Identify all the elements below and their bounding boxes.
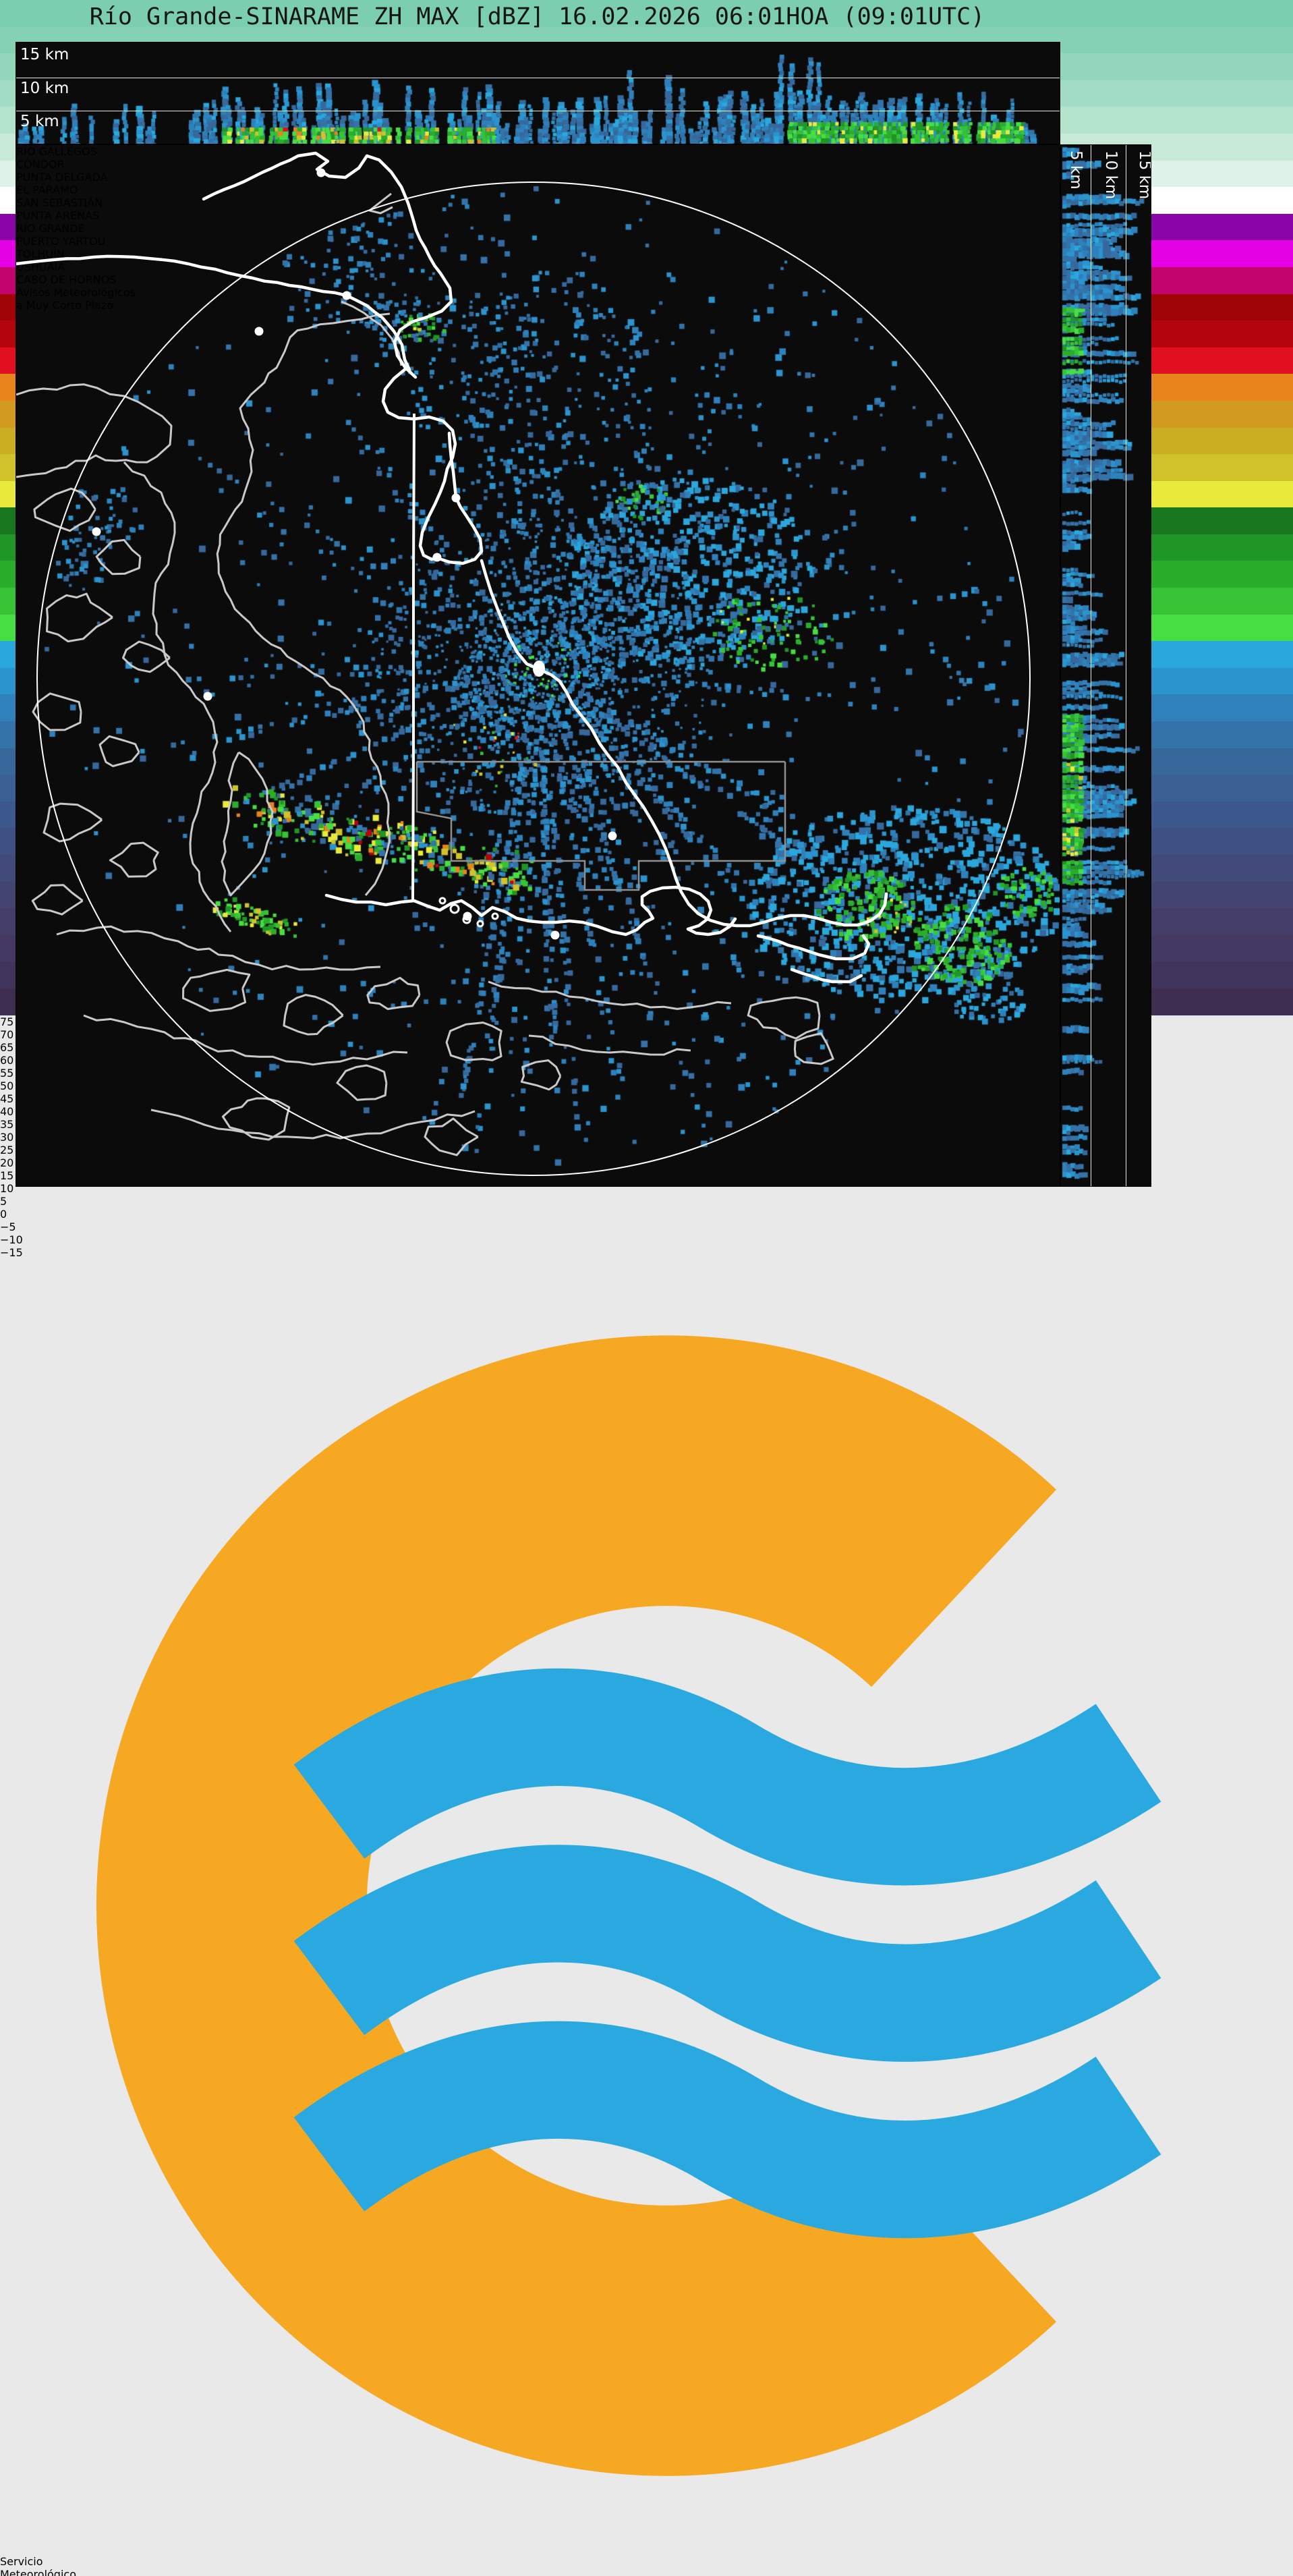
island-outline-gray xyxy=(424,1117,479,1156)
right-height-cross-section-panel: 5 km 10 km 15 km xyxy=(1060,144,1151,1187)
smn-line-1: Servicio xyxy=(0,2554,43,2568)
height-label-15km-vertical: 15 km xyxy=(1136,150,1151,200)
colorbar-tick-label: 75 xyxy=(0,1015,14,1028)
coastline-gray xyxy=(221,751,274,897)
map-geography-overlay xyxy=(16,151,1031,1176)
island-outline-gray xyxy=(520,1059,562,1091)
international-border xyxy=(411,413,415,901)
coastline-gray xyxy=(56,925,381,971)
island-outline-gray xyxy=(793,1032,834,1065)
island-outline-gray xyxy=(221,1097,291,1141)
colorbar-segment xyxy=(0,0,1293,27)
island-outline-gray xyxy=(33,487,96,532)
page-title: Río Grande-SINARAME ZH MAX [dBZ] 16.02.2… xyxy=(89,3,985,30)
colorbar-tick-label: 40 xyxy=(0,1104,14,1118)
city-dot-rio-gallegos xyxy=(316,168,326,177)
smn-logo-icon xyxy=(96,1335,1161,2476)
height-label-10km: 10 km xyxy=(20,80,69,97)
island-outline-gray xyxy=(747,996,821,1040)
city-dot-ushuaia xyxy=(463,912,472,921)
coastline-gray xyxy=(216,312,391,896)
colorbar-tick-label: −10 xyxy=(0,1233,23,1246)
island-outline-gray xyxy=(445,1021,502,1061)
coastline-gray xyxy=(150,1109,476,1140)
coastline-gray xyxy=(488,980,732,1010)
island-outline-gray xyxy=(336,1064,388,1101)
radar-range-ring xyxy=(36,181,1031,1176)
coastline-white xyxy=(480,559,888,928)
coastline-gray xyxy=(528,1034,691,1056)
colorbar-tick-label: 55 xyxy=(0,1066,14,1080)
coastline-white xyxy=(324,885,737,936)
city-dot-puerto-yartou xyxy=(203,692,212,701)
city-dot-tolhuin xyxy=(608,831,617,841)
coastline-white xyxy=(202,151,453,379)
colorbar-ticks: 75 70 65 60 55 50 45 40 35 30 25 20 15 10 5 0 −5 −10 −15 xyxy=(0,1015,1293,1259)
colorbar-tick-label: 10 xyxy=(0,1181,14,1195)
coastline-gray xyxy=(123,461,232,932)
colorbar-tick-label: 5 xyxy=(0,1194,7,1208)
colorbar-tick-label: −5 xyxy=(0,1220,16,1233)
right-cross-section-canvas xyxy=(1061,145,1151,1186)
island-outline-gray xyxy=(283,994,344,1036)
colorbar-tick-label: 65 xyxy=(0,1040,14,1054)
island-outline-gray xyxy=(42,802,103,843)
smn-wordmark: Servicio Meteorológico Nacional Argentin… xyxy=(0,2555,1293,2576)
island-outline-white xyxy=(476,920,484,928)
island-outline-gray xyxy=(122,640,171,673)
smn-line-2: Meteorológico xyxy=(0,2567,76,2576)
radar-map-panel: RÍO GALLEGOSCÓNDORPUNTA DELGADAEL PÁRAMO… xyxy=(16,144,1060,1187)
colorbar-tick-label: 35 xyxy=(0,1117,14,1131)
height-label-15km: 15 km xyxy=(20,46,69,63)
city-dot-condor xyxy=(342,291,351,300)
colorbar-tick-label: 30 xyxy=(0,1130,14,1144)
island-outline-gray xyxy=(182,968,251,1012)
island-outline-gray xyxy=(98,735,140,767)
island-outline-white xyxy=(438,897,447,905)
province-boundary xyxy=(415,760,786,891)
colorbar-tick-label: 50 xyxy=(0,1079,14,1092)
colorbar-tick-label: 15 xyxy=(0,1169,14,1182)
coastline-white xyxy=(16,254,411,372)
coastline-white xyxy=(790,968,863,984)
coastline-gray xyxy=(16,383,173,478)
city-dot-el-paramo xyxy=(451,493,461,503)
colorbar-tick-label: 70 xyxy=(0,1028,14,1041)
colorbar-tick-label: 20 xyxy=(0,1156,14,1169)
island-outline-gray xyxy=(31,884,84,916)
colorbar-tick-label: −15 xyxy=(0,1245,23,1259)
island-outline-white xyxy=(449,903,460,914)
island-outline-gray xyxy=(366,976,421,1010)
island-outline-gray xyxy=(95,538,142,576)
footer-logos: Servicio Meteorológico Nacional Argentin… xyxy=(0,1259,1293,2576)
island-outline-gray xyxy=(109,841,159,878)
coastline-white xyxy=(756,934,871,961)
city-dot-rio-grande xyxy=(534,664,544,673)
city-dot-cabo-de-hornos xyxy=(550,930,560,940)
top-height-cross-section-panel: 15 km 10 km 5 km xyxy=(16,42,1060,144)
height-label-5km-vertical: 5 km xyxy=(1067,150,1085,190)
colorbar-tick-label: 25 xyxy=(0,1143,14,1156)
island-outline-gray xyxy=(32,692,82,731)
city-dot-san-sebastian xyxy=(432,553,442,562)
city-dot-punta-arenas xyxy=(92,527,101,536)
city-dot-punta-delgada xyxy=(254,327,264,336)
height-label-10km-vertical: 10 km xyxy=(1102,150,1120,200)
island-outline-white xyxy=(491,912,499,920)
height-label-5km: 5 km xyxy=(20,113,59,130)
colorbar-tick-label: 45 xyxy=(0,1092,14,1105)
coastline-gray xyxy=(83,1014,408,1066)
top-cross-section-canvas xyxy=(16,43,1060,144)
colorbar-tick-label: 60 xyxy=(0,1053,14,1067)
colorbar-tick-label: 0 xyxy=(0,1207,7,1221)
coastline-white xyxy=(381,367,484,565)
island-outline-gray xyxy=(46,592,113,643)
